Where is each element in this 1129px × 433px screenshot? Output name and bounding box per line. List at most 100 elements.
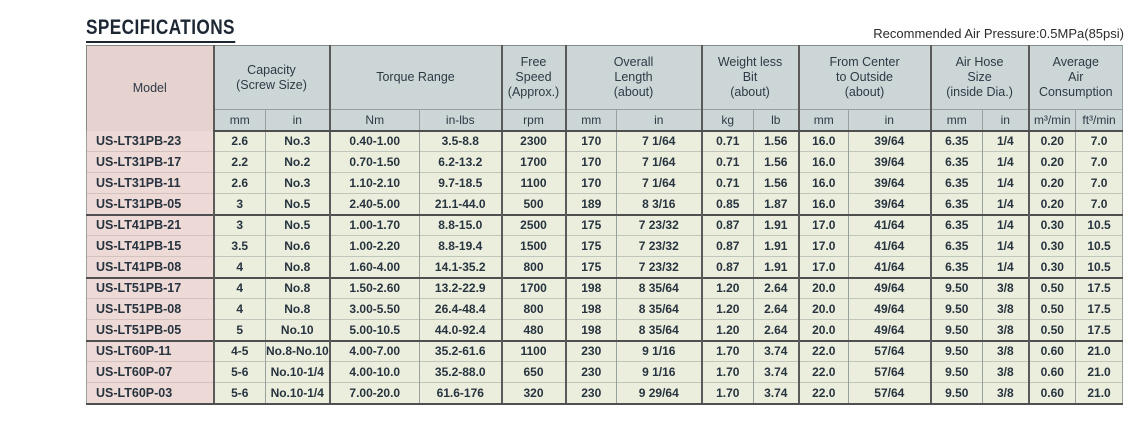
value-cell: 8 35/64 (615, 276, 703, 299)
value-cell: No.8 (265, 276, 330, 299)
value-cell: 7 1/64 (615, 130, 703, 152)
value-cell: 5.00-10.5 (328, 319, 420, 341)
value-cell: 3.74 (753, 382, 800, 405)
value-cell: 320 (500, 382, 566, 405)
units-row: mm in Nm in-lbs rpm mm in kg lb mm in mm… (87, 109, 1124, 132)
value-cell: 17.0 (797, 213, 850, 236)
value-cell: 1.91 (753, 256, 800, 278)
value-cell: 22.0 (797, 361, 850, 383)
value-cell: 21.0 (1075, 382, 1124, 405)
value-cell: 3/8 (982, 276, 1030, 299)
value-cell: 49/64 (848, 276, 932, 299)
value-cell: 21.1-44.0 (419, 193, 502, 215)
table-row: US-LT31PB-11 2.6 No.3 1.10-2.10 9.7-18.5 1100… (86, 172, 1124, 194)
value-cell: 41/64 (848, 235, 932, 257)
value-cell: 1/4 (982, 172, 1030, 194)
value-cell: 9 1/16 (615, 339, 703, 362)
value-cell: 3/8 (982, 361, 1030, 383)
value-cell: 7 23/32 (615, 256, 703, 278)
value-cell: 500 (500, 193, 566, 215)
unit-capacity-mm: mm (212, 109, 266, 132)
value-cell: 6.35 (929, 130, 984, 152)
model-cell: US-LT60P-11 (86, 339, 214, 362)
value-cell: 9 29/64 (615, 382, 703, 405)
value-cell: 3 (212, 213, 266, 236)
value-cell: 4.00-10.0 (328, 361, 420, 383)
value-cell: 8 3/16 (615, 193, 703, 215)
value-cell: 49/64 (848, 319, 932, 341)
value-cell: 1500 (500, 235, 566, 257)
value-cell: 20.0 (797, 276, 850, 299)
value-cell: 7.0 (1075, 151, 1124, 173)
table-row: US-LT51PB-08 4 No.8 3.00-5.50 26.4-48.4 800 19… (86, 298, 1124, 320)
value-cell: 17.5 (1075, 298, 1124, 320)
value-cell: 2.64 (753, 319, 800, 341)
value-cell: 5 (212, 319, 266, 341)
value-cell: 10.5 (1075, 213, 1124, 236)
value-cell: 0.50 (1027, 319, 1077, 341)
value-cell: 800 (500, 256, 566, 278)
value-cell: 0.20 (1027, 151, 1077, 173)
value-cell: 3/8 (982, 319, 1030, 341)
value-cell: 0.50 (1027, 298, 1077, 320)
value-cell: 57/64 (848, 361, 932, 383)
value-cell: 57/64 (848, 339, 932, 362)
value-cell: 0.60 (1027, 339, 1077, 362)
value-cell: No.3 (265, 172, 330, 194)
col-header-weight-less-bit: Weight less Bit (about) (700, 45, 800, 110)
value-cell: 800 (500, 298, 566, 320)
value-cell: 3/8 (982, 298, 1030, 320)
value-cell: No.10-1/4 (265, 361, 330, 383)
value-cell: 8.8-19.4 (419, 235, 502, 257)
model-cell: US-LT41PB-15 (86, 235, 214, 257)
value-cell: 3.5-8.8 (419, 130, 502, 152)
value-cell: 16.0 (797, 193, 850, 215)
table-row: US-LT31PB-05 3 No.5 2.40-5.00 21.1-44.0 500 18… (86, 193, 1124, 215)
value-cell: 41/64 (848, 256, 932, 278)
value-cell: 9 1/16 (615, 361, 703, 383)
value-cell: 1.50-2.60 (328, 276, 420, 299)
value-cell: 1/4 (982, 193, 1030, 215)
unit-weight-lb: lb (753, 109, 800, 132)
value-cell: 17.0 (797, 256, 850, 278)
unit-torque-inlbs: in-lbs (419, 109, 502, 132)
value-cell: 230 (564, 361, 617, 383)
value-cell: 1.56 (753, 172, 800, 194)
unit-hose-mm: mm (929, 109, 984, 132)
value-cell: 7.00-20.0 (328, 382, 420, 405)
value-cell: 0.20 (1027, 130, 1077, 152)
group-header-row: Model Capacity (Screw Size) Torque Range… (86, 45, 1124, 131)
value-cell: 6.35 (929, 193, 984, 215)
value-cell: 0.71 (700, 151, 755, 173)
model-cell: US-LT31PB-23 (86, 130, 214, 152)
value-cell: No.5 (265, 213, 330, 236)
col-header-air-hose-size: Air Hose Size (inside Dia.) (929, 45, 1030, 110)
value-cell: 170 (564, 130, 617, 152)
value-cell: 170 (564, 151, 617, 173)
value-cell: 1.00-2.20 (328, 235, 420, 257)
value-cell: 20.0 (797, 298, 850, 320)
value-cell: No.8 (265, 298, 330, 320)
model-cell: US-LT31PB-17 (86, 151, 214, 173)
value-cell: 175 (564, 256, 617, 278)
value-cell: 3.74 (753, 339, 800, 362)
value-cell: 8 35/64 (615, 298, 703, 320)
value-cell: 4 (212, 298, 266, 320)
value-cell: 6.35 (929, 256, 984, 278)
value-cell: 198 (564, 319, 617, 341)
value-cell: 0.71 (700, 172, 755, 194)
value-cell: 35.2-61.6 (419, 339, 502, 362)
model-cell: US-LT60P-03 (86, 382, 214, 405)
value-cell: 1/4 (982, 151, 1030, 173)
value-cell: 6.35 (929, 172, 984, 194)
value-cell: 1100 (500, 172, 566, 194)
header-bar: SPECIFICATIONS Recommended Air Pressure:… (86, 10, 1124, 43)
value-cell: 9.50 (929, 276, 984, 299)
value-cell: 1.91 (753, 235, 800, 257)
value-cell: 0.20 (1027, 193, 1077, 215)
value-cell: 2300 (500, 130, 566, 152)
value-cell: 1100 (500, 339, 566, 362)
value-cell: 0.87 (700, 213, 755, 236)
value-cell: 3/8 (982, 339, 1030, 362)
value-cell: No.10-1/4 (265, 382, 330, 405)
